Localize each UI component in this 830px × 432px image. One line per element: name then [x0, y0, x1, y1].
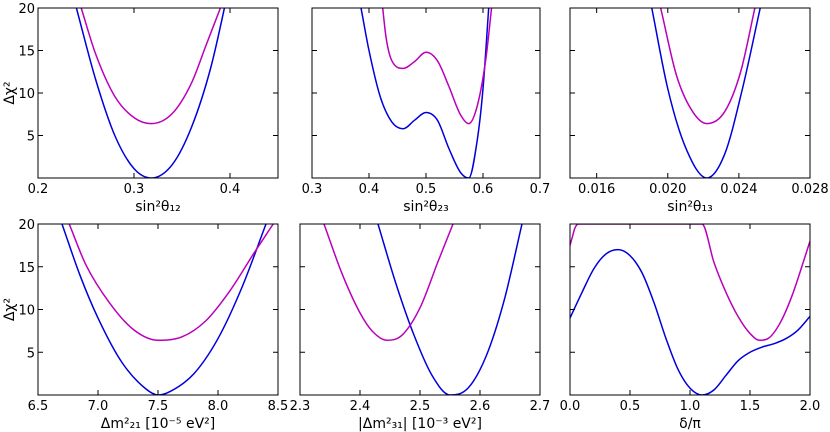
x-tick-label: 0.4 — [359, 182, 380, 197]
x-tick-label: 0.5 — [416, 182, 437, 197]
x-tick-label: 7.0 — [88, 399, 109, 414]
y-tick-label: 10 — [18, 304, 35, 319]
x-axis-label: sin²θ₂₃ — [403, 199, 448, 215]
y-tick-label: 15 — [18, 45, 35, 60]
series-blue-delta — [570, 248, 810, 395]
y-tick-label: 20 — [18, 2, 35, 17]
axes-frame — [299, 223, 541, 396]
x-tick-label: 2.3 — [290, 399, 311, 414]
x-tick-label: 0.024 — [720, 182, 757, 197]
x-tick-label: 7.5 — [148, 399, 169, 414]
axes-frame — [37, 7, 279, 179]
x-tick-label: 8.0 — [208, 399, 229, 414]
series-blue-s12 — [75, 8, 226, 178]
x-tick-label: 2.7 — [530, 399, 551, 414]
y-tick-label: 20 — [18, 218, 35, 233]
x-axis-label: |Δm²₃₁| [10⁻³ eV²] — [358, 416, 482, 432]
x-tick-label: 1.5 — [740, 399, 761, 414]
series-magenta-s23 — [381, 8, 493, 125]
y-tick-label: 5 — [27, 130, 35, 145]
y-axis-label: Δχ² — [2, 81, 18, 104]
panel-s23: 0.3 0.4 0.5 0.6 0.7 sin²θ₂₃ — [302, 7, 551, 215]
y-tick-label: 15 — [18, 261, 35, 276]
x-tick-label: 0.020 — [649, 182, 686, 197]
y-tick-label: 5 — [27, 346, 35, 361]
series-magenta-dm31 — [323, 224, 454, 342]
x-tick-label: 0.016 — [578, 182, 615, 197]
series-magenta-dm21 — [68, 224, 274, 342]
x-tick-label: 6.5 — [28, 399, 49, 414]
panel-dm21: 6.5 7.0 7.5 8.0 8.5 5 10 15 20 Δm²₂₁ [10⁻⁵ eV²] Δχ… — [2, 218, 288, 432]
axes-frame — [37, 223, 279, 396]
panel-delta: 0.0 0.5 1.0 1.5 2.0 δ/π — [560, 223, 821, 432]
x-tick-label: 2.0 — [800, 399, 821, 414]
x-tick-label: 1.0 — [680, 399, 701, 414]
x-tick-label: 0.2 — [28, 182, 49, 197]
axes-frame — [569, 7, 811, 179]
series-magenta-s13 — [659, 8, 756, 125]
panel-s12: 0.2 0.3 0.4 5 10 15 20 sin²θ₁₂ Δχ² — [2, 2, 279, 215]
x-axis-label: sin²θ₁₂ — [135, 199, 180, 215]
x-tick-label: 2.5 — [410, 399, 431, 414]
x-tick-label: 8.5 — [268, 399, 289, 414]
x-tick-label: 2.4 — [350, 399, 371, 414]
x-tick-label: 0.0 — [560, 399, 581, 414]
series-blue-s23 — [360, 8, 490, 178]
x-tick-label: 0.4 — [220, 182, 241, 197]
series-blue-s13 — [651, 8, 761, 178]
x-tick-label: 0.3 — [302, 182, 323, 197]
x-tick-label: 0.3 — [124, 182, 145, 197]
y-axis-label: Δχ² — [2, 298, 18, 321]
x-tick-label: 0.6 — [473, 182, 494, 197]
y-tick-label: 10 — [18, 87, 35, 102]
panel-s13: 0.016 0.020 0.024 0.028 sin²θ₁₃ — [569, 7, 829, 215]
x-axis-label: sin²θ₁₃ — [667, 199, 712, 215]
x-tick-label: 0.5 — [620, 399, 641, 414]
series-blue-dm31 — [377, 224, 523, 395]
series-magenta-s12 — [80, 8, 222, 125]
x-axis-label: Δm²₂₁ [10⁻⁵ eV²] — [101, 416, 216, 432]
x-tick-label: 0.7 — [530, 182, 551, 197]
axes-frame — [311, 7, 541, 179]
axes-frame — [569, 223, 811, 396]
x-axis-label: δ/π — [679, 416, 701, 432]
panel-dm31: 2.3 2.4 2.5 2.6 2.7 |Δm²₃₁| [10⁻³ eV²] — [290, 223, 551, 432]
series-blue-dm21 — [61, 224, 267, 395]
series-magenta-delta — [570, 224, 810, 342]
x-tick-label: 0.028 — [791, 182, 828, 197]
x-tick-label: 2.6 — [470, 399, 491, 414]
